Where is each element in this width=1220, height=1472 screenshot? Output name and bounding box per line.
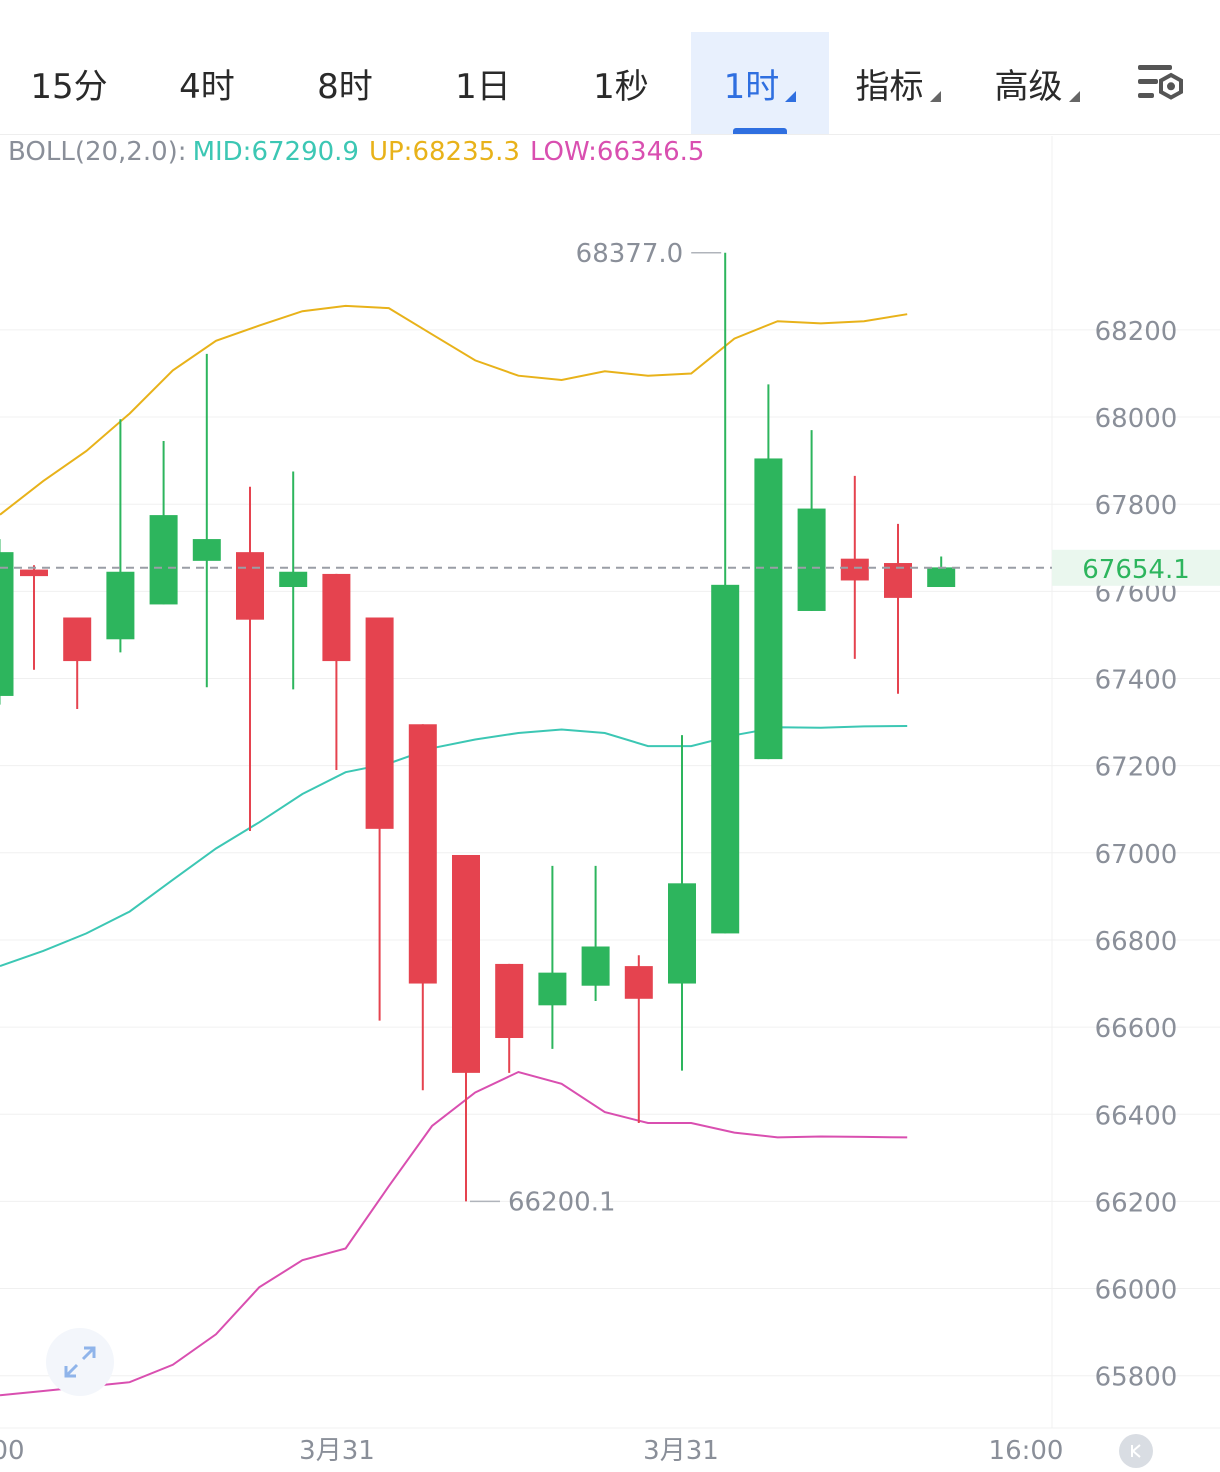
y-tick-label: 68000 — [1095, 404, 1178, 434]
candle-body — [106, 571, 135, 640]
candle-body — [624, 966, 653, 999]
low-marker-label: 66200.1 — [508, 1187, 616, 1217]
candle-body — [668, 883, 696, 984]
dropdown-triangle-icon — [785, 90, 797, 102]
chart-settings-icon[interactable] — [1122, 32, 1202, 134]
tab-label: 4时 — [179, 66, 235, 107]
y-tick-label: 66800 — [1095, 927, 1178, 957]
tab-label: 高级 — [994, 66, 1063, 107]
tab-label: 1时 — [723, 66, 780, 107]
candle-body — [884, 563, 912, 598]
y-tick-label: 66600 — [1095, 1014, 1178, 1044]
candle-body — [20, 569, 48, 577]
candle-body — [452, 854, 480, 1073]
candle-body — [754, 458, 783, 760]
candle-body — [149, 515, 178, 605]
candle-body — [927, 567, 956, 588]
active-tab-indicator — [733, 128, 787, 134]
expand-arrows-icon[interactable] — [46, 1328, 114, 1396]
x-tick-label: 00 — [0, 1436, 25, 1466]
tab-indicators[interactable]: 指标 — [829, 32, 967, 134]
boll-lower-line — [0, 1070, 908, 1397]
tab-1s[interactable]: 1秒 — [552, 32, 690, 134]
y-tick-label: 65800 — [1095, 1363, 1178, 1393]
candle-body — [192, 539, 221, 561]
tab-1h[interactable]: 1时 — [691, 32, 829, 134]
y-tick-label: 67800 — [1095, 491, 1178, 521]
candle-body — [581, 946, 610, 986]
candle-body — [0, 552, 14, 696]
boll-indicator-legend: BOLL(20,2.0): MID:67290.9 UP:68235.3 LOW:66… — [8, 137, 714, 167]
candle-body — [365, 617, 394, 829]
y-tick-label: 66200 — [1095, 1188, 1178, 1218]
tab-8h[interactable]: 8时 — [276, 32, 414, 134]
candle-body — [322, 573, 351, 662]
tab-1d[interactable]: 1日 — [414, 32, 552, 134]
candle-body — [408, 724, 437, 984]
k-badge-icon[interactable] — [1119, 1434, 1153, 1468]
boll-low-value: LOW:66346.5 — [529, 137, 705, 167]
dropdown-triangle-icon — [1068, 90, 1080, 102]
y-tick-label: 67000 — [1095, 840, 1178, 870]
high-marker-label: 68377.0 — [576, 239, 684, 269]
y-tick-label: 67400 — [1095, 666, 1178, 696]
boll-name: BOLL(20,2.0): — [8, 137, 187, 167]
tab-15m[interactable]: 15分 — [0, 32, 138, 134]
dropdown-triangle-icon — [929, 90, 941, 102]
y-tick-label: 67200 — [1095, 753, 1178, 783]
timeframe-tabbar: 15分 4时 8时 1日 1秒 1时 指标 高级 — [0, 0, 1220, 135]
tab-label: 1日 — [455, 66, 511, 107]
candle-body — [538, 972, 567, 1006]
boll-upper-line — [0, 304, 908, 516]
boll-up-value: UP:68235.3 — [368, 137, 520, 167]
tab-4h[interactable]: 4时 — [138, 32, 276, 134]
last-price-label: 67654.1 — [1082, 555, 1190, 585]
candle-body — [711, 584, 740, 934]
x-tick-label: 16:00 — [989, 1436, 1064, 1466]
last-price-badge — [1052, 549, 1220, 586]
tab-label: 1秒 — [593, 66, 649, 107]
x-tick-label: 3月31 — [643, 1436, 719, 1466]
candle-body — [495, 963, 524, 1039]
candle-body — [840, 558, 869, 581]
y-tick-label: 66000 — [1095, 1276, 1178, 1306]
candlestick-chart[interactable]: 6820068000678006760067400672006700066800… — [0, 136, 1220, 1472]
y-tick-label: 66400 — [1095, 1101, 1178, 1131]
y-tick-label: 68200 — [1095, 317, 1178, 347]
candle-body — [236, 552, 264, 620]
tab-label: 8时 — [317, 66, 373, 107]
tab-advanced[interactable]: 高级 — [968, 32, 1106, 134]
boll-mid-value: MID:67290.9 — [192, 137, 359, 167]
candle-body — [797, 508, 826, 611]
candle-body — [279, 571, 308, 588]
tab-label: 指标 — [855, 66, 924, 107]
candle-body — [63, 617, 92, 662]
x-tick-label: 3月31 — [299, 1436, 375, 1466]
tab-label: 15分 — [30, 66, 108, 107]
